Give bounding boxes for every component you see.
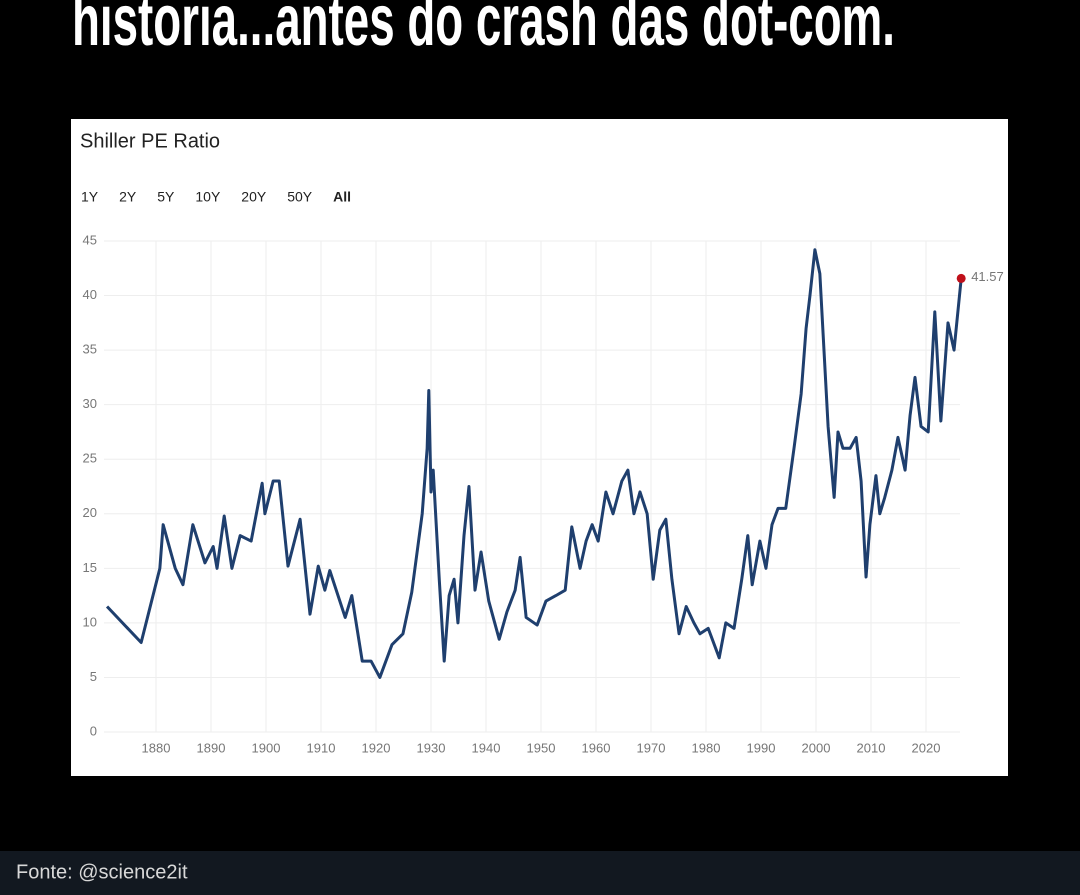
footer-bar	[0, 851, 1080, 895]
x-tick-label: 1940	[472, 740, 501, 755]
range-button[interactable]: 1Y	[81, 189, 99, 205]
plot: 0 5 10 15 20 25 30 35 40 45 1880 1890 1900 1910 1920 19…	[83, 232, 1004, 755]
y-tick-label: 0	[90, 723, 97, 738]
x-tick-label: 1960	[582, 740, 611, 755]
range-selector: 1Y 2Y 5Y 10Y 20Y 50Y All	[81, 189, 351, 205]
range-button[interactable]: 50Y	[287, 189, 313, 205]
x-tick-label: 1900	[252, 740, 281, 755]
x-tick-label: 1990	[747, 740, 776, 755]
range-button[interactable]: 10Y	[195, 189, 221, 205]
heading: historia...antes do crash das dot-com.	[72, 0, 895, 61]
x-tick-label: 1930	[417, 740, 446, 755]
x-tick-label: 1890	[197, 740, 226, 755]
y-tick-label: 5	[90, 669, 97, 684]
x-tick-label: 1980	[692, 740, 721, 755]
y-tick-label: 25	[83, 451, 97, 466]
y-tick-label: 40	[83, 287, 97, 302]
y-tick-label: 20	[83, 505, 97, 520]
y-tick-label: 30	[83, 396, 97, 411]
last-value-label: 41.57	[971, 269, 1004, 284]
y-tick-label: 45	[83, 232, 97, 247]
x-tick-label: 2000	[802, 740, 831, 755]
x-tick-label: 1910	[307, 740, 336, 755]
range-button[interactable]: 5Y	[157, 189, 175, 205]
range-button[interactable]: All	[333, 189, 351, 205]
y-tick-label: 10	[83, 614, 97, 629]
x-tick-label: 2010	[857, 740, 886, 755]
x-tick-label: 1920	[362, 740, 391, 755]
x-tick-label: 1970	[637, 740, 666, 755]
x-tick-label: 1950	[527, 740, 556, 755]
chart-title: Shiller PE Ratio	[80, 130, 220, 152]
x-tick-label: 1880	[142, 740, 171, 755]
range-button[interactable]: 20Y	[241, 189, 267, 205]
y-tick-label: 15	[83, 560, 97, 575]
y-tick-label: 35	[83, 342, 97, 357]
line-series	[105, 248, 963, 679]
footer-text: Fonte: @science2it	[16, 861, 188, 883]
x-tick-label: 2020	[912, 740, 941, 755]
range-button[interactable]: 2Y	[119, 189, 137, 205]
last-point	[956, 273, 966, 283]
